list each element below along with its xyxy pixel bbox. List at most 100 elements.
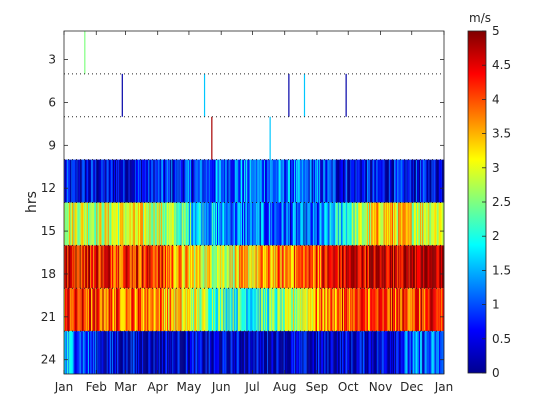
heatmap-cell [379, 159, 381, 203]
heatmap-cell [157, 159, 159, 203]
heatmap-cell [316, 288, 319, 332]
heatmap-cell [88, 202, 91, 246]
heatmap-cell [293, 288, 295, 332]
heatmap-cell [314, 245, 317, 289]
heatmap-cell [277, 331, 279, 375]
heatmap-cell [437, 331, 440, 375]
heatmap-cell [96, 245, 98, 289]
heatmap-cell [238, 288, 241, 332]
heatmap-cell [270, 288, 272, 332]
heatmap-cell [129, 288, 131, 332]
heatmap-cell [273, 331, 275, 375]
heatmap-cell [149, 288, 151, 332]
heatmap-cell [244, 159, 246, 203]
heatmap-cell [92, 245, 94, 289]
heatmap-cell [160, 245, 163, 289]
heatmap-cell [422, 202, 424, 246]
heatmap-cell [263, 202, 266, 246]
heatmap-cell [344, 159, 346, 203]
heatmap-cell [412, 202, 415, 246]
heatmap-cell [325, 159, 327, 203]
heatmap-cell [321, 288, 323, 332]
heatmap-cell [175, 202, 177, 246]
heatmap-cell [83, 202, 86, 246]
x-tick-label: Oct [338, 380, 359, 394]
heatmap-cell [117, 202, 119, 246]
heatmap-cell [280, 331, 282, 375]
heatmap-cell [277, 245, 279, 289]
heatmap-cell [167, 159, 169, 203]
heatmap-cell [284, 331, 286, 375]
heatmap-cell [414, 245, 417, 289]
heatmap-cell [353, 159, 355, 203]
heatmap-cell [427, 245, 429, 289]
heatmap-cell [379, 288, 381, 332]
heatmap-cell [255, 245, 257, 289]
heatmap-cell [237, 159, 240, 203]
heatmap-cell [195, 245, 197, 289]
heatmap-cell [108, 159, 111, 203]
heatmap-cell [282, 331, 284, 375]
heatmap-cell [103, 202, 105, 246]
heatmap-cell [303, 245, 305, 289]
heatmap-cell [74, 202, 76, 246]
heatmap-cell [357, 288, 359, 332]
heatmap-cell [259, 202, 262, 246]
heatmap-cell [318, 159, 320, 203]
heatmap-cell [218, 288, 220, 332]
heatmap-cell [146, 288, 148, 332]
heatmap-cell [81, 159, 83, 203]
heatmap-cell [162, 159, 165, 203]
heatmap-cell [306, 202, 308, 246]
heatmap-cell [67, 331, 69, 375]
heatmap-cell [158, 202, 161, 246]
x-tick-label: Jan [54, 380, 74, 394]
heatmap-cell [228, 331, 230, 375]
heatmap-cell [360, 331, 362, 375]
heatmap-cell [71, 202, 73, 246]
heatmap-cell [376, 288, 378, 332]
heatmap-cell [148, 288, 150, 332]
y-tick-label: 12 [41, 181, 56, 195]
heatmap-cell [296, 331, 298, 375]
heatmap-cell [301, 331, 303, 375]
heatmap-cell [153, 202, 155, 246]
heatmap-cell [132, 288, 134, 332]
heatmap-cell [271, 245, 273, 289]
heatmap-cell [178, 159, 180, 203]
heatmap-cell [109, 202, 112, 246]
heatmap-cell [410, 245, 412, 289]
heatmap-cell [326, 288, 328, 332]
heatmap-cell [133, 202, 136, 246]
y-tick-label: 3 [48, 53, 56, 67]
heatmap-cell [440, 288, 443, 332]
heatmap-cell [246, 245, 248, 289]
heatmap-cell [280, 288, 282, 332]
heatmap-cell [106, 159, 108, 203]
heatmap-cell [68, 245, 70, 289]
heatmap-cell [407, 159, 409, 203]
heatmap-cell [167, 331, 169, 375]
heatmap-cell [138, 288, 141, 332]
heatmap-cell [376, 202, 378, 246]
heatmap-cell [437, 159, 440, 203]
heatmap-cell [327, 202, 329, 246]
heatmap-cell [432, 202, 434, 246]
heatmap-cell [372, 202, 374, 246]
heatmap-cell [274, 245, 276, 289]
heatmap-cell [245, 288, 247, 332]
heatmap-cell [353, 331, 355, 375]
heatmap-cell [284, 245, 286, 289]
heatmap-cell [362, 159, 365, 203]
heatmap-cell [340, 159, 343, 203]
heatmap-cell [396, 159, 398, 203]
heatmap-cell [81, 331, 83, 375]
colorbar-tick-label: 3.5 [492, 127, 511, 141]
heatmap-cell [264, 331, 267, 375]
heatmap-cell [152, 288, 154, 332]
heatmap-cell [401, 159, 403, 203]
heatmap-cell [247, 331, 249, 375]
heatmap-cell [333, 331, 335, 375]
heatmap-cell [134, 331, 137, 375]
heatmap-cell [174, 331, 176, 375]
